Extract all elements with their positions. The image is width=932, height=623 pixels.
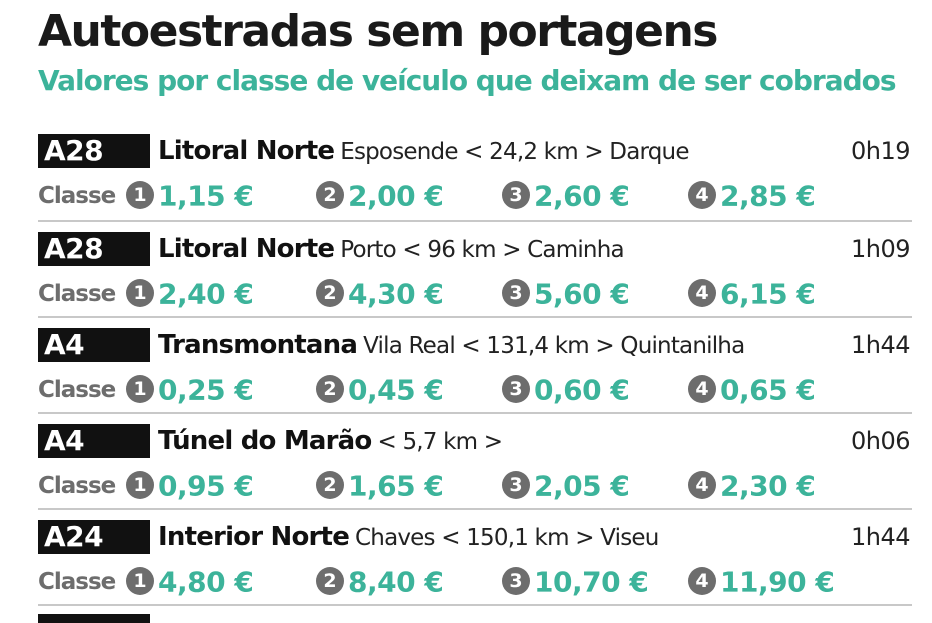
class-1-badge-icon: 1 <box>126 278 154 307</box>
route-row: A28 Litoral Norte Porto < 96 km > Caminha… <box>38 220 912 318</box>
price-value: 0,60 € <box>534 373 630 407</box>
route-name: Litoral Norte <box>158 234 335 264</box>
class-2-badge-icon: 2 <box>316 470 344 499</box>
price-value: 4,30 € <box>348 277 444 311</box>
class-1-badge-icon: 1 <box>126 566 154 595</box>
price-class-1: 1 4,80 € <box>126 564 254 600</box>
class-2-badge-icon: 2 <box>316 374 344 403</box>
class-3-badge-icon: 3 <box>502 374 530 403</box>
class-3-badge-icon: 3 <box>502 278 530 307</box>
price-class-4: 4 6,15 € <box>688 276 816 312</box>
route-name: Interior Norte <box>158 522 350 552</box>
price-class-4: 4 2,85 € <box>688 178 816 214</box>
price-value: 2,05 € <box>534 469 630 503</box>
price-class-2: 2 8,40 € <box>316 564 444 600</box>
route-row: A28 Litoral Norte Esposende < 24,2 km > D… <box>38 124 912 220</box>
classe-label: Classe <box>38 281 116 307</box>
route-code: A24 <box>38 520 150 554</box>
price-class-1: 1 0,25 € <box>126 372 254 408</box>
class-1-badge-icon: 1 <box>126 180 154 209</box>
class-2-badge-icon: 2 <box>316 180 344 209</box>
price-class-3: 3 2,60 € <box>502 178 630 214</box>
price-class-2: 2 0,45 € <box>316 372 444 408</box>
route-name-line: Túnel do Marão < 5,7 km > <box>158 424 503 458</box>
price-value: 11,90 € <box>720 565 835 599</box>
class-2-badge-icon: 2 <box>316 278 344 307</box>
page-subtitle: Valores por classe de veículo que deixam… <box>38 64 897 97</box>
route-code: A4 <box>38 328 150 362</box>
route-row: A4 Túnel do Marão < 5,7 km > 0h06 Classe … <box>38 412 912 510</box>
price-value: 0,95 € <box>158 469 254 503</box>
page-title: Autoestradas sem portagens <box>38 6 719 57</box>
travel-time: 1h44 <box>850 523 911 551</box>
route-row: A4 Transmontana Vila Real < 131,4 km > Qu… <box>38 316 912 414</box>
class-1-badge-icon: 1 <box>126 374 154 403</box>
price-class-4: 4 0,65 € <box>688 372 816 408</box>
class-4-badge-icon: 4 <box>688 278 716 307</box>
price-value: 5,60 € <box>534 277 630 311</box>
price-value: 8,40 € <box>348 565 444 599</box>
price-value: 6,15 € <box>720 277 816 311</box>
class-3-badge-icon: 3 <box>502 470 530 499</box>
class-3-badge-icon: 3 <box>502 566 530 595</box>
travel-time: 0h19 <box>850 137 911 165</box>
price-value: 2,00 € <box>348 179 444 213</box>
price-value: 1,15 € <box>158 179 254 213</box>
route-name: Túnel do Marão <box>158 426 372 456</box>
price-class-1: 1 0,95 € <box>126 468 254 504</box>
price-value: 10,70 € <box>534 565 649 599</box>
route-code: A4 <box>38 424 150 458</box>
route-name-line: Litoral Norte Esposende < 24,2 km > Darqu… <box>158 134 689 168</box>
travel-time: 0h06 <box>850 427 911 455</box>
price-value: 1,65 € <box>348 469 444 503</box>
route-row: A24 Interior Norte Chaves < 150,1 km > Vi… <box>38 508 912 606</box>
price-class-1: 1 1,15 € <box>126 178 254 214</box>
price-class-2: 2 2,00 € <box>316 178 444 214</box>
route-code-partial <box>38 614 150 623</box>
price-value: 4,80 € <box>158 565 254 599</box>
route-name-line: Transmontana Vila Real < 131,4 km > Quint… <box>158 328 745 362</box>
route-name: Transmontana <box>158 330 358 360</box>
price-class-3: 3 10,70 € <box>502 564 649 600</box>
classe-label: Classe <box>38 569 116 595</box>
route-detail: Esposende < 24,2 km > Darque <box>340 139 689 165</box>
price-class-2: 2 1,65 € <box>316 468 444 504</box>
price-value: 0,45 € <box>348 373 444 407</box>
route-name-line: Litoral Norte Porto < 96 km > Caminha <box>158 232 625 266</box>
class-4-badge-icon: 4 <box>688 374 716 403</box>
class-2-badge-icon: 2 <box>316 566 344 595</box>
route-name-line: Interior Norte Chaves < 150,1 km > Viseu <box>158 520 659 554</box>
price-class-3: 3 2,05 € <box>502 468 630 504</box>
route-detail: < 5,7 km > <box>377 429 503 455</box>
travel-time: 1h09 <box>850 235 911 263</box>
price-class-4: 4 2,30 € <box>688 468 816 504</box>
price-value: 0,65 € <box>720 373 816 407</box>
price-value: 2,40 € <box>158 277 254 311</box>
class-4-badge-icon: 4 <box>688 180 716 209</box>
classe-label: Classe <box>38 473 116 499</box>
price-class-4: 4 11,90 € <box>688 564 835 600</box>
price-value: 2,30 € <box>720 469 816 503</box>
price-class-3: 3 0,60 € <box>502 372 630 408</box>
route-name: Litoral Norte <box>158 136 335 166</box>
class-3-badge-icon: 3 <box>502 180 530 209</box>
route-code: A28 <box>38 232 150 266</box>
route-detail: Vila Real < 131,4 km > Quintanilha <box>363 333 745 359</box>
route-detail: Chaves < 150,1 km > Viseu <box>355 525 659 551</box>
travel-time: 1h44 <box>850 331 911 359</box>
class-4-badge-icon: 4 <box>688 566 716 595</box>
price-value: 2,85 € <box>720 179 816 213</box>
classe-label: Classe <box>38 377 116 403</box>
route-detail: Porto < 96 km > Caminha <box>340 237 624 263</box>
price-class-2: 2 4,30 € <box>316 276 444 312</box>
price-class-1: 1 2,40 € <box>126 276 254 312</box>
route-code: A28 <box>38 134 150 168</box>
classe-label: Classe <box>38 183 116 209</box>
price-value: 0,25 € <box>158 373 254 407</box>
class-1-badge-icon: 1 <box>126 470 154 499</box>
class-4-badge-icon: 4 <box>688 470 716 499</box>
price-value: 2,60 € <box>534 179 630 213</box>
route-row-partial <box>38 604 912 623</box>
price-class-3: 3 5,60 € <box>502 276 630 312</box>
